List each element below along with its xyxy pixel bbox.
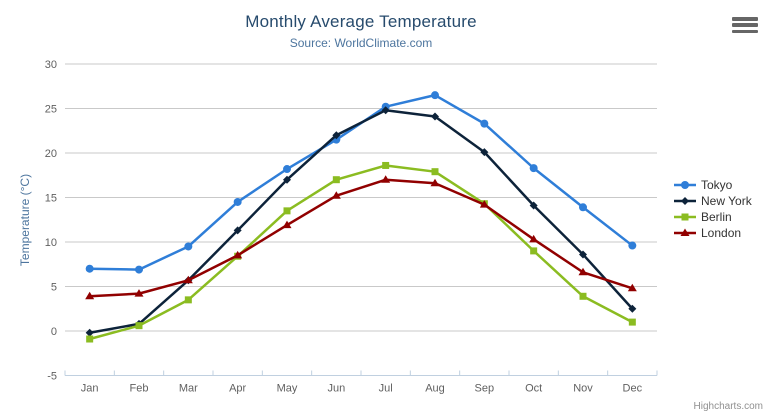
x-axis-label: Oct [525,383,542,395]
data-point-marker[interactable] [431,112,439,121]
data-point-marker[interactable] [530,247,538,255]
data-point-marker[interactable] [578,267,588,276]
y-axis-label: 10 [45,237,57,249]
series-line-berlin [88,164,634,341]
data-point-marker[interactable] [480,148,489,157]
data-point-marker[interactable] [233,226,242,235]
square-marker-icon[interactable] [681,213,689,221]
data-point-marker[interactable] [381,175,391,183]
data-point-marker[interactable] [529,234,539,243]
data-point-marker[interactable] [135,265,143,274]
data-point-marker[interactable] [431,168,439,176]
x-axis-label: Jun [327,383,345,395]
data-point-marker[interactable] [332,176,340,184]
data-point-marker[interactable] [282,220,292,229]
legend-item-new-york[interactable]: New York [674,193,752,209]
data-point-marker[interactable] [233,197,242,206]
x-axis-label: Jan [81,383,99,395]
circle-marker-icon[interactable] [681,181,689,189]
data-point-marker[interactable] [233,250,243,259]
x-axis-label: Nov [573,383,593,395]
legend-marker-icon [674,181,696,189]
chart-subtitle: Source: WorldClimate.com [289,36,433,50]
x-axis-label: Jul [379,383,393,395]
data-point-marker[interactable] [579,250,587,259]
data-point-marker[interactable] [85,291,95,300]
y-axis-label: 5 [51,282,57,294]
x-axis-label: Feb [130,383,149,395]
y-axis-label: 15 [45,193,57,205]
data-point-marker[interactable] [184,296,192,304]
data-point-marker[interactable] [480,119,489,128]
data-point-marker[interactable] [183,275,193,284]
hamburger-icon [732,23,758,27]
data-point-marker[interactable] [381,106,390,115]
data-point-marker[interactable] [628,241,637,250]
series-line-london [88,178,634,298]
x-axis-label: Dec [623,383,643,395]
legend-item-label: Tokyo [701,178,733,192]
y-axis-label: 20 [45,148,57,160]
data-point-marker[interactable] [85,328,94,337]
data-point-marker[interactable] [627,283,637,292]
data-point-marker[interactable] [85,264,94,273]
data-point-marker[interactable] [579,203,587,212]
data-point-marker[interactable] [628,318,636,326]
legend-marker-icon [674,213,696,221]
chart-title: Monthly Average Temperature [245,12,477,31]
series-line-tokyo [88,93,634,271]
data-point-marker[interactable] [331,191,341,199]
legend: Tokyo New York Berlin London [674,177,752,241]
credits-link[interactable]: Highcharts.com [693,401,763,412]
series-new-york [85,106,637,337]
triangle-marker-icon[interactable] [680,228,690,237]
y-axis-label: 25 [45,104,57,116]
data-point-marker[interactable] [430,178,440,187]
data-point-marker[interactable] [628,304,637,313]
export-menu-button[interactable] [732,16,758,34]
series-london [85,175,637,300]
data-point-marker[interactable] [283,175,291,184]
data-point-marker[interactable] [134,289,144,297]
diamond-marker-icon[interactable] [681,197,689,205]
x-axis-label: Mar [179,383,198,395]
hamburger-icon [732,29,758,33]
data-point-marker[interactable] [184,242,193,251]
y-axis-title: Temperature (°C) [18,173,32,267]
data-point-marker[interactable] [86,335,94,343]
series-line-new-york [88,109,634,335]
legend-item-label: Berlin [701,210,732,224]
legend-marker-icon [674,228,696,237]
y-axis-label: -5 [47,371,57,383]
x-axis-label: Sep [475,383,495,395]
legend-item-label: London [701,226,742,240]
data-point-marker[interactable] [332,131,341,140]
hamburger-icon [732,17,758,21]
y-axis-label: 0 [51,326,57,338]
data-point-marker[interactable] [529,201,538,210]
legend-item-label: New York [701,194,752,208]
legend-item-berlin[interactable]: Berlin [674,209,752,225]
data-point-marker[interactable] [283,207,291,215]
data-point-marker[interactable] [431,91,439,100]
data-point-marker[interactable] [529,164,538,173]
legend-marker-icon [674,197,696,205]
x-axis-label: Aug [425,383,445,395]
legend-item-london[interactable]: London [674,225,752,241]
data-point-marker[interactable] [479,200,489,208]
legend-item-tokyo[interactable]: Tokyo [674,177,752,193]
data-point-marker[interactable] [283,165,291,174]
data-point-marker[interactable] [579,292,587,300]
x-axis-label: May [277,383,298,395]
series-tokyo [85,91,637,274]
data-point-marker[interactable] [382,161,390,169]
y-axis-label: 30 [45,59,57,71]
data-point-marker[interactable] [135,322,143,330]
x-axis-label: Apr [229,383,246,395]
